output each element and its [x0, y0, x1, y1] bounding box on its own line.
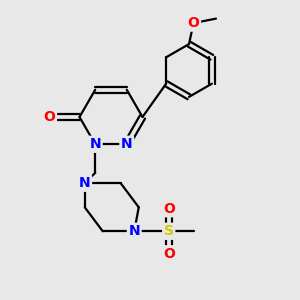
- Text: N: N: [121, 137, 133, 151]
- Text: O: O: [188, 16, 200, 30]
- Text: S: S: [164, 224, 174, 238]
- Text: O: O: [163, 247, 175, 261]
- Text: O: O: [163, 202, 175, 216]
- Text: N: N: [79, 176, 91, 190]
- Text: N: N: [128, 224, 140, 238]
- Text: N: N: [89, 137, 101, 151]
- Text: O: O: [44, 110, 56, 124]
